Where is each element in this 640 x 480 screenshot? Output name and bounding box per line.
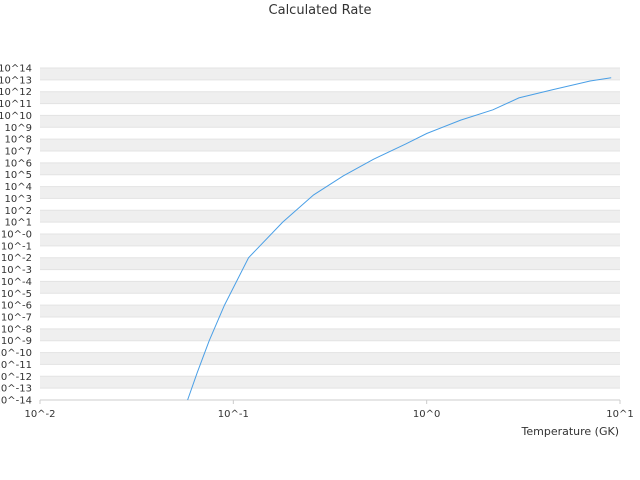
y-tick-label: 10^-6 (1, 301, 32, 312)
grid-band (40, 269, 620, 282)
y-tick-label: 10^12 (0, 87, 32, 98)
y-tick-label: 10^-8 (1, 324, 32, 335)
grid-band (40, 139, 620, 151)
y-tick-label: 10^10 (0, 111, 32, 122)
x-tick-label: 10^-1 (218, 409, 249, 420)
grid-band (40, 186, 620, 199)
grid-band (40, 305, 620, 317)
y-tick-label: 10^-11 (0, 360, 32, 371)
x-axis-title: Temperature (GK) (521, 425, 620, 438)
grid-band (40, 281, 620, 294)
y-tick-label: 10^-1 (1, 241, 32, 252)
y-tick-label: 10^13 (0, 75, 32, 86)
y-tick-label: 10^5 (5, 170, 32, 181)
y-tick-label: 10^-3 (1, 265, 32, 276)
grid-band (40, 340, 620, 353)
y-tick-label: 10^7 (5, 147, 32, 158)
x-axis-ticks: 10^-2 10^-1 10^0 10^1 (24, 400, 634, 420)
grid-band (40, 364, 620, 377)
series-line (187, 77, 612, 401)
grid-band (40, 293, 620, 306)
y-tick-label: 10^-9 (1, 336, 32, 347)
grid-band (40, 352, 620, 365)
grid-band (40, 127, 620, 140)
y-tick-label: 10^-14 (0, 396, 32, 407)
y-tick-label: 10^-10 (0, 348, 32, 359)
grid-band (40, 328, 620, 341)
y-tick-label: 10^-13 (0, 384, 32, 395)
y-tick-label: 10^2 (5, 206, 32, 217)
x-tick-label: 10^0 (413, 409, 440, 420)
grid-band (40, 234, 620, 246)
y-tick-label: 10^-7 (1, 313, 32, 324)
y-tick-label: 10^1 (5, 218, 32, 229)
y-tick-label: 10^-4 (1, 277, 32, 288)
y-tick-label: 10^-5 (1, 289, 32, 300)
y-tick-label: 10^3 (5, 194, 32, 205)
y-tick-label: 10^8 (5, 135, 32, 146)
y-tick-label: 10^9 (5, 123, 32, 134)
y-axis-ticks: 10^-1410^-1310^-1210^-1110^-1010^-910^-8… (0, 64, 32, 407)
y-tick-label: 10^6 (5, 158, 32, 169)
grid-band (40, 151, 620, 163)
x-tick-label: 10^1 (606, 409, 633, 420)
chart-title: Calculated Rate (268, 3, 372, 18)
y-tick-label: 10^-0 (1, 230, 32, 241)
grid-bands (40, 67, 620, 400)
grid-band (40, 115, 620, 128)
grid-band (40, 317, 620, 329)
y-tick-label: 10^11 (0, 99, 32, 110)
series-group (187, 77, 612, 401)
grid-band (40, 162, 620, 175)
grid-band (40, 79, 620, 92)
grid-band (40, 103, 620, 116)
y-tick-label: 10^4 (5, 182, 32, 193)
y-tick-label: 10^-12 (0, 372, 32, 383)
y-tick-label: 10^-2 (1, 253, 32, 264)
y-tick-label: 10^14 (0, 64, 32, 75)
grid-band (40, 210, 620, 223)
grid-band (40, 222, 620, 234)
grid-band (40, 198, 620, 211)
grid-band (40, 388, 620, 400)
grid-band (40, 376, 620, 389)
grid-band (40, 257, 620, 270)
x-tick-label: 10^-2 (24, 409, 55, 420)
grid-band (40, 68, 620, 80)
grid-band (40, 245, 620, 258)
grid-band (40, 91, 620, 104)
grid-band (40, 174, 620, 187)
